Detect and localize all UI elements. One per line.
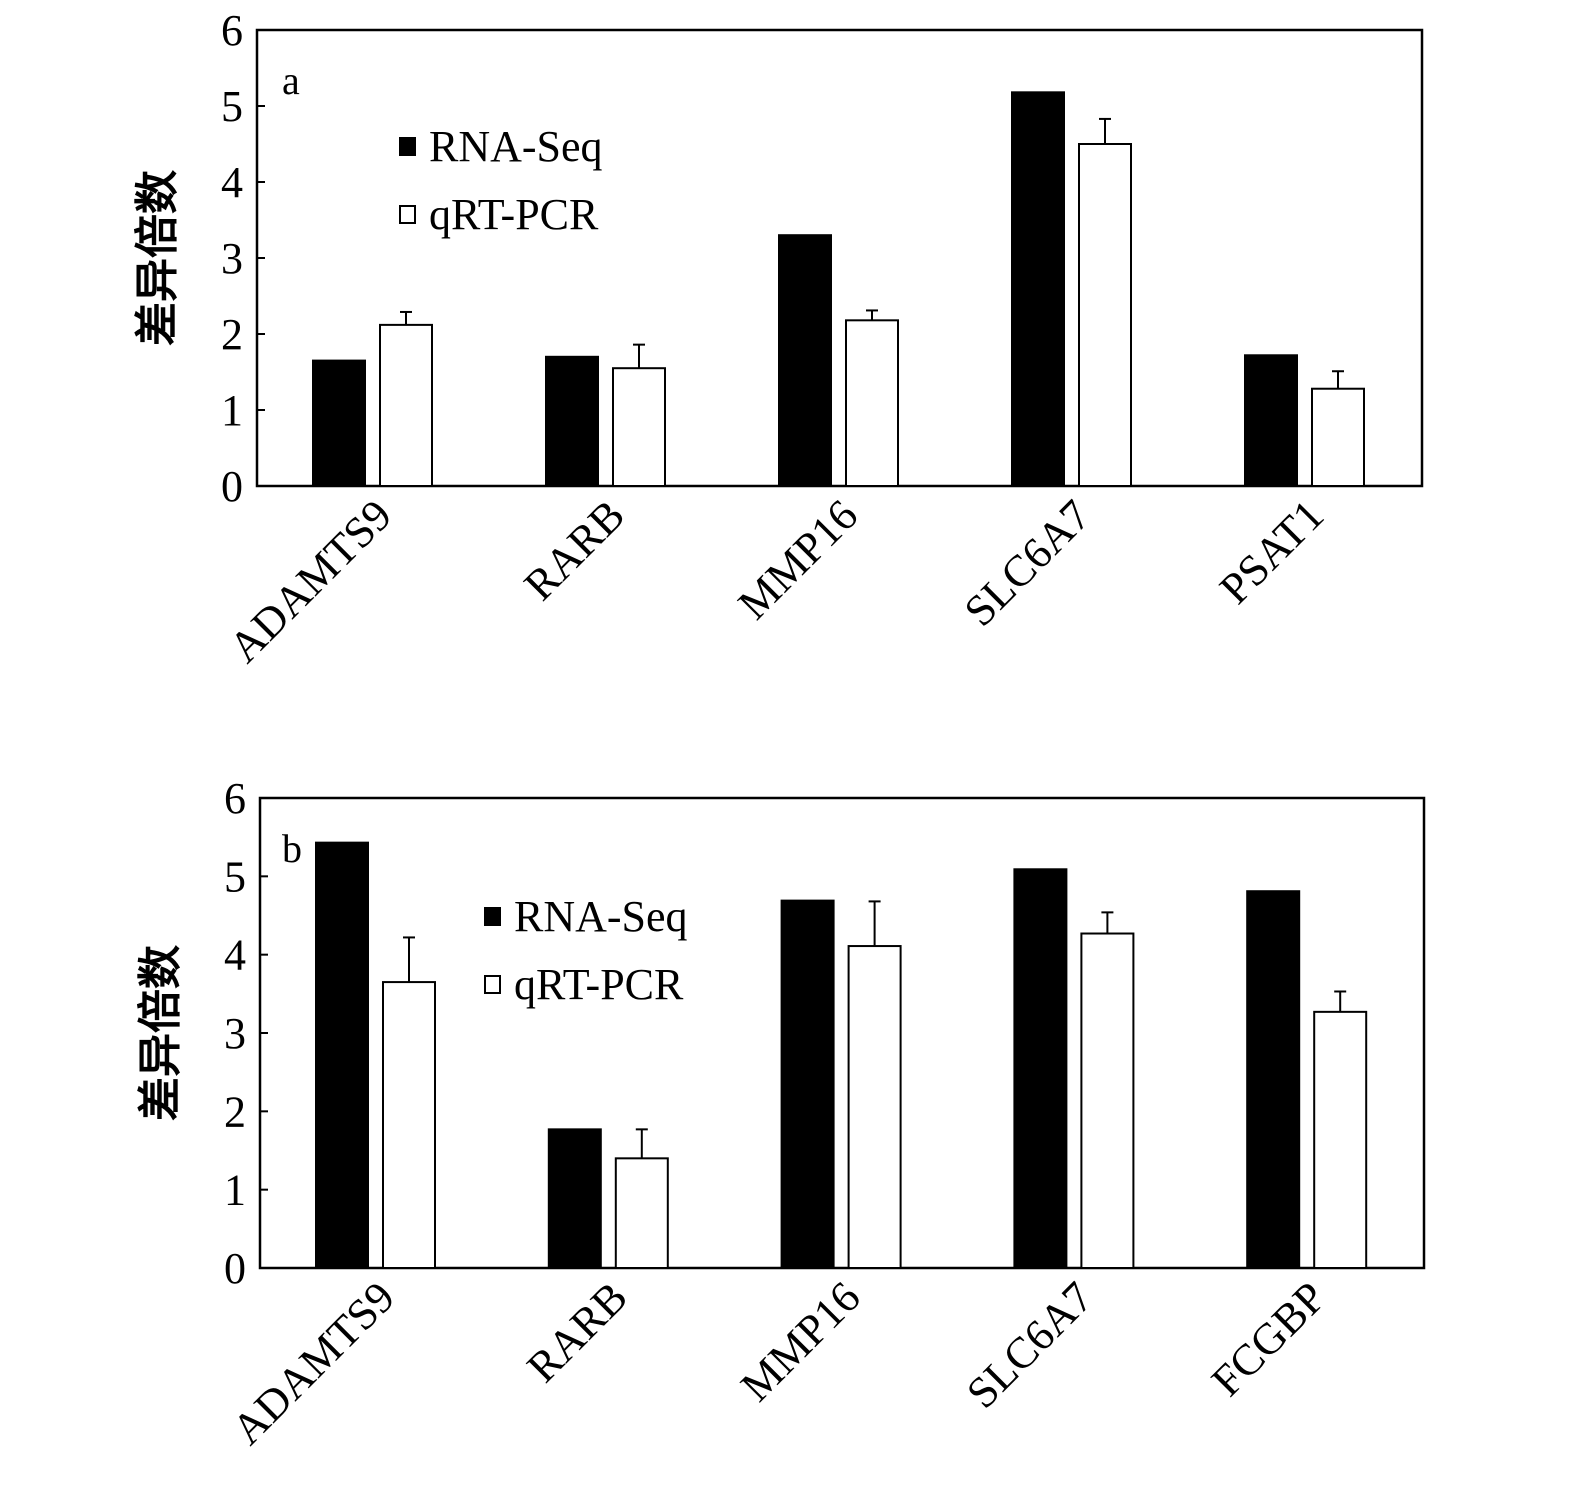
y-tick-label: 2 — [221, 310, 243, 359]
legend-label: qRT-PCR — [429, 190, 599, 239]
chart-panel-a: 0 1 2 3 4 5 6 差异倍数 a ADAMTS9 RARB MMP16 SLC6A7 PSAT1 R… — [133, 6, 1424, 672]
y-tick-label: 3 — [224, 1009, 246, 1058]
y-tick-label: 4 — [224, 931, 246, 980]
y-tick-label: 0 — [221, 462, 243, 511]
bar-rna-seq — [780, 899, 835, 1269]
panel-label: b — [282, 826, 302, 871]
bar-rna-seq — [1013, 868, 1068, 1269]
x-tick-label: ADAMTS9 — [222, 1272, 404, 1454]
x-tick-label: FCGBP — [1202, 1272, 1335, 1405]
y-axis-label: 差异倍数 — [133, 170, 182, 346]
bar-qrt-pcr — [845, 319, 899, 487]
y-tick-label: 5 — [224, 852, 246, 901]
x-tick-label: SLC6A7 — [955, 490, 1100, 635]
legend-swatch — [484, 907, 501, 926]
bar-qrt-pcr — [1080, 932, 1135, 1269]
y-tick-label: 1 — [221, 386, 243, 435]
bar-rna-seq — [315, 841, 369, 1270]
x-tick-label: PSAT1 — [1210, 490, 1333, 613]
bar-qrt-pcr — [1078, 143, 1132, 487]
x-tick-label: RARB — [515, 490, 634, 609]
bar-rna-seq — [778, 234, 832, 487]
legend-swatch — [399, 205, 416, 224]
bar-rna-seq — [312, 359, 366, 488]
bar-qrt-pcr — [382, 981, 436, 1269]
bar-rna-seq — [1011, 91, 1065, 487]
legend-label: RNA-Seq — [429, 122, 603, 171]
y-axis-label: 差异倍数 — [136, 945, 185, 1121]
bar-rna-seq — [547, 1128, 602, 1269]
bar-qrt-pcr — [379, 323, 433, 487]
y-tick-label: 1 — [224, 1166, 246, 1215]
x-tick-label: RARB — [517, 1272, 636, 1391]
bar-qrt-pcr — [612, 367, 666, 488]
chart-panel-b: 0 1 2 3 4 5 6 差异倍数 b ADAMTS9 RARB MMP16 SLC6A7 FCGBP R… — [136, 774, 1426, 1454]
legend-label: qRT-PCR — [514, 960, 684, 1009]
bar-rna-seq — [1244, 354, 1298, 487]
bar-qrt-pcr — [614, 1157, 669, 1270]
x-tick-label: MMP16 — [731, 1272, 869, 1410]
x-tick-label: SLC6A7 — [957, 1272, 1102, 1417]
x-tick-label: ADAMTS9 — [219, 490, 401, 672]
x-tick-label: MMP16 — [729, 490, 867, 628]
bar-qrt-pcr — [1313, 1010, 1368, 1269]
y-tick-label: 6 — [224, 774, 246, 823]
legend-swatch — [484, 975, 501, 994]
y-tick-label: 4 — [221, 158, 243, 207]
y-tick-label: 2 — [224, 1087, 246, 1136]
legend-label: RNA-Seq — [514, 892, 688, 941]
y-tick-label: 0 — [224, 1244, 246, 1293]
bar-rna-seq — [545, 355, 599, 487]
panel-label: a — [282, 58, 300, 103]
bar-rna-seq — [1246, 890, 1301, 1269]
legend-swatch — [399, 137, 416, 156]
y-tick-label: 3 — [221, 234, 243, 283]
y-tick-label: 6 — [221, 6, 243, 55]
y-tick-label: 5 — [221, 82, 243, 131]
bar-qrt-pcr — [847, 945, 902, 1269]
bar-qrt-pcr — [1311, 387, 1365, 487]
